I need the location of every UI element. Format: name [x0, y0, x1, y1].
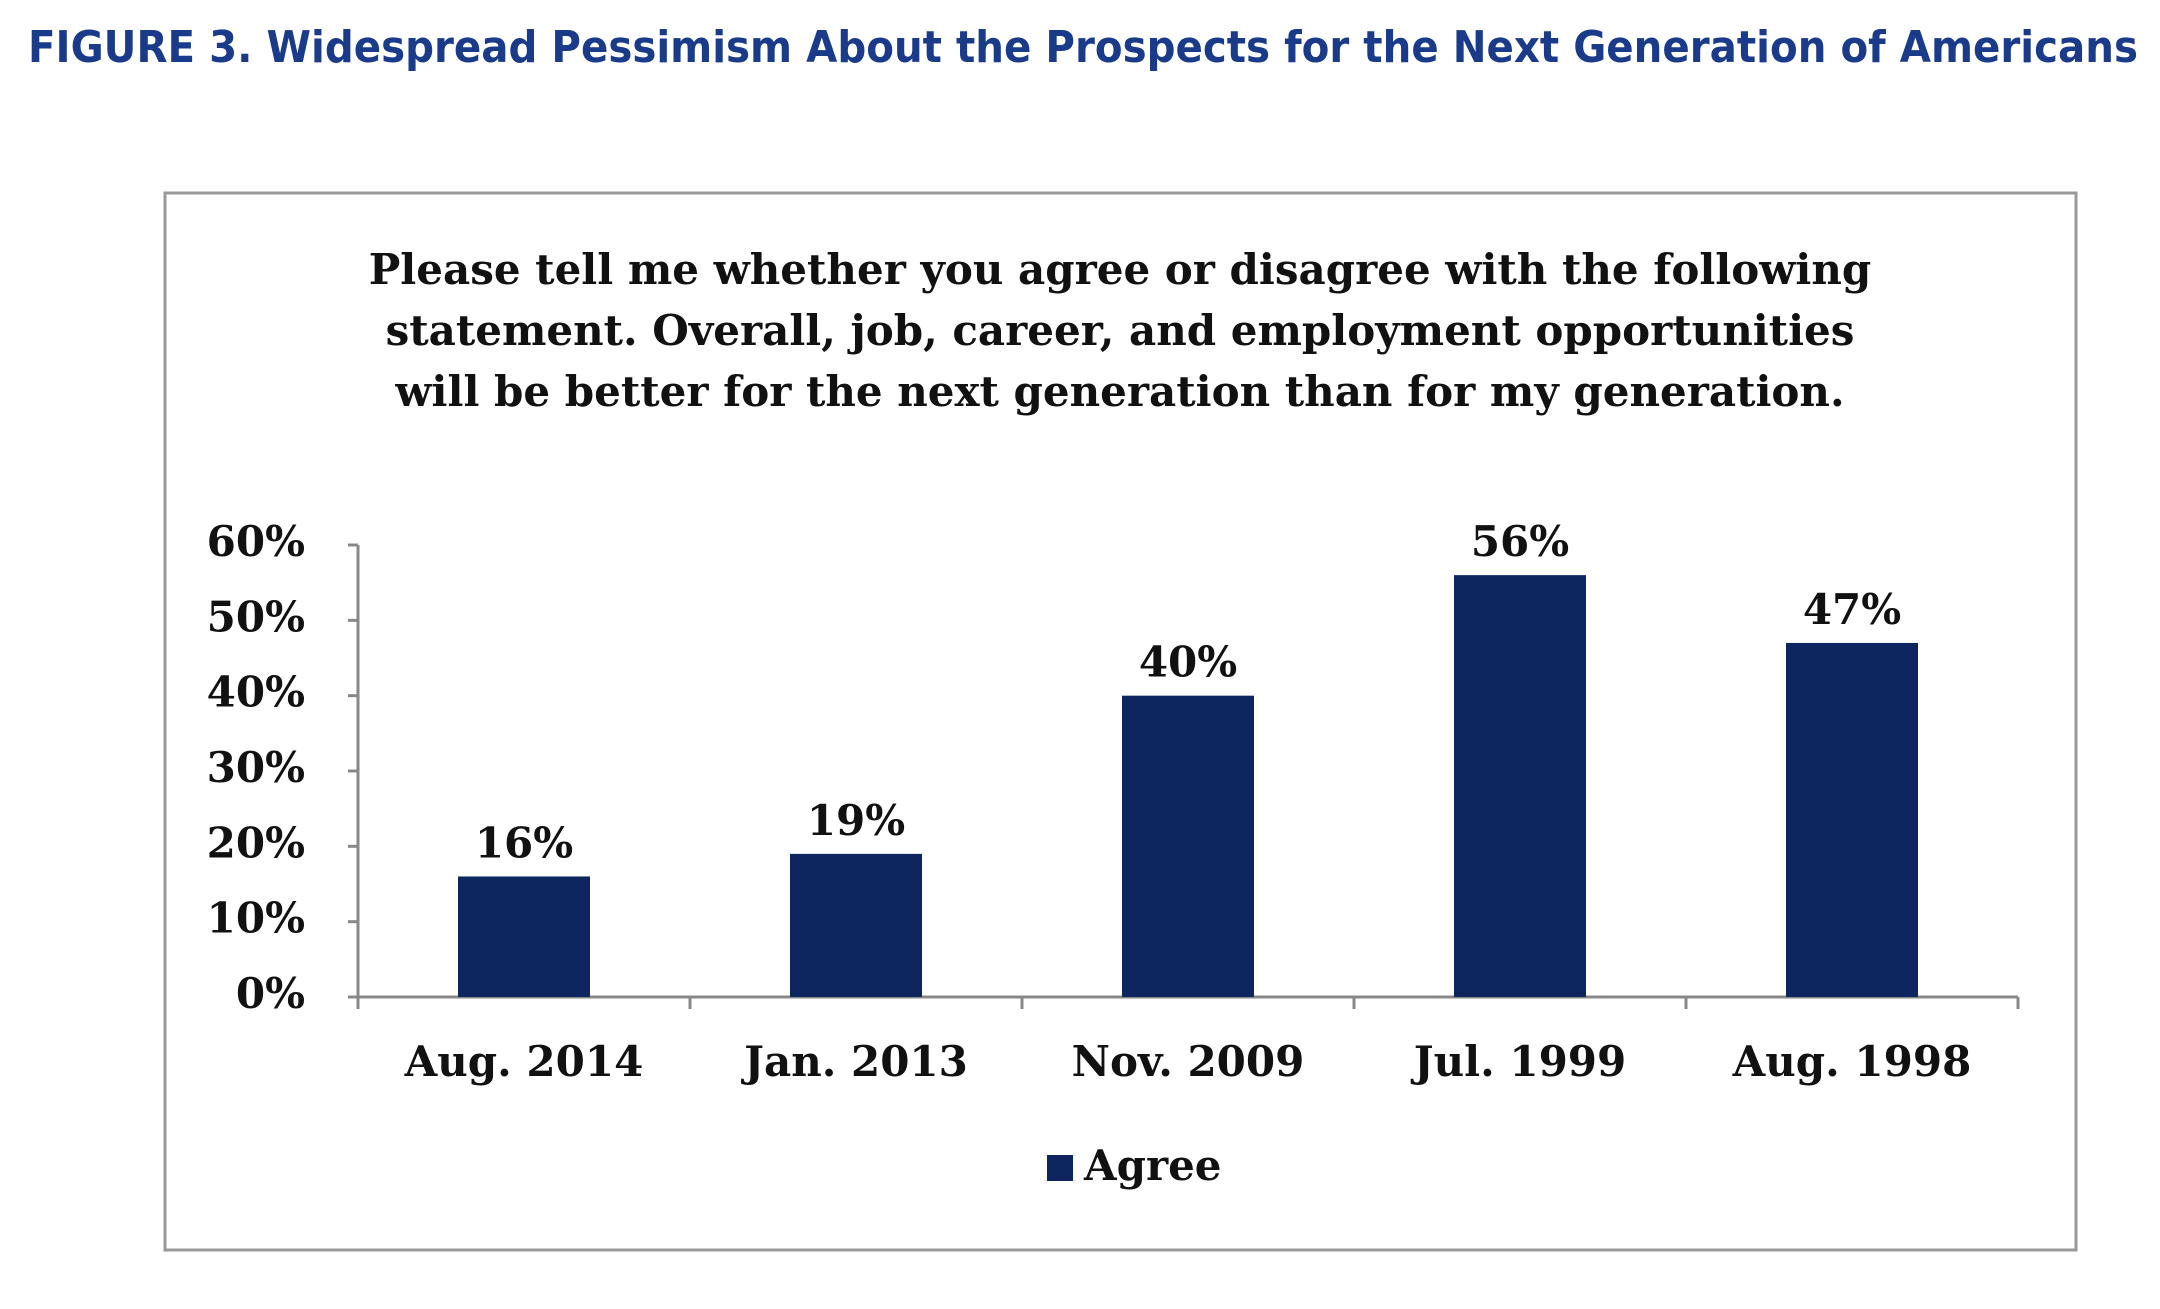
y-tick-label: 10%: [207, 894, 305, 943]
x-tick-label: Jan. 2013: [740, 1037, 968, 1086]
value-label: 19%: [807, 796, 905, 845]
y-tick-label: 50%: [207, 592, 305, 641]
y-tick-label: 30%: [207, 743, 305, 792]
bar: [1454, 575, 1586, 997]
subtitle: Please tell me whether you agree or disa…: [369, 245, 1872, 294]
y-tick-label: 0%: [236, 969, 305, 1018]
value-label: 16%: [475, 818, 573, 867]
value-label: 40%: [1139, 638, 1237, 687]
subtitle: statement. Overall, job, career, and emp…: [386, 306, 1855, 355]
x-tick-label: Nov. 2009: [1072, 1037, 1305, 1086]
subtitle: will be better for the next generation t…: [394, 367, 1844, 416]
legend-swatch: [1047, 1155, 1073, 1181]
bar: [790, 853, 922, 997]
y-tick-label: 60%: [207, 517, 305, 566]
chart-frame: [163, 191, 2078, 1252]
x-tick-label: Jul. 1999: [1410, 1037, 1627, 1086]
x-tick-label: Aug. 2014: [404, 1037, 644, 1086]
y-tick-label: 20%: [207, 818, 305, 867]
value-label: 56%: [1471, 517, 1569, 566]
value-label: 47%: [1803, 585, 1901, 634]
legend-label: Agree: [1083, 1141, 1222, 1190]
bar: [1786, 642, 1918, 997]
x-tick-label: Aug. 1998: [1732, 1037, 1972, 1086]
bar: [458, 876, 590, 997]
bar: [1122, 695, 1254, 997]
chart-title: FIGURE 3. Widespread Pessimism About the…: [28, 22, 2138, 73]
y-tick-label: 40%: [207, 668, 305, 717]
